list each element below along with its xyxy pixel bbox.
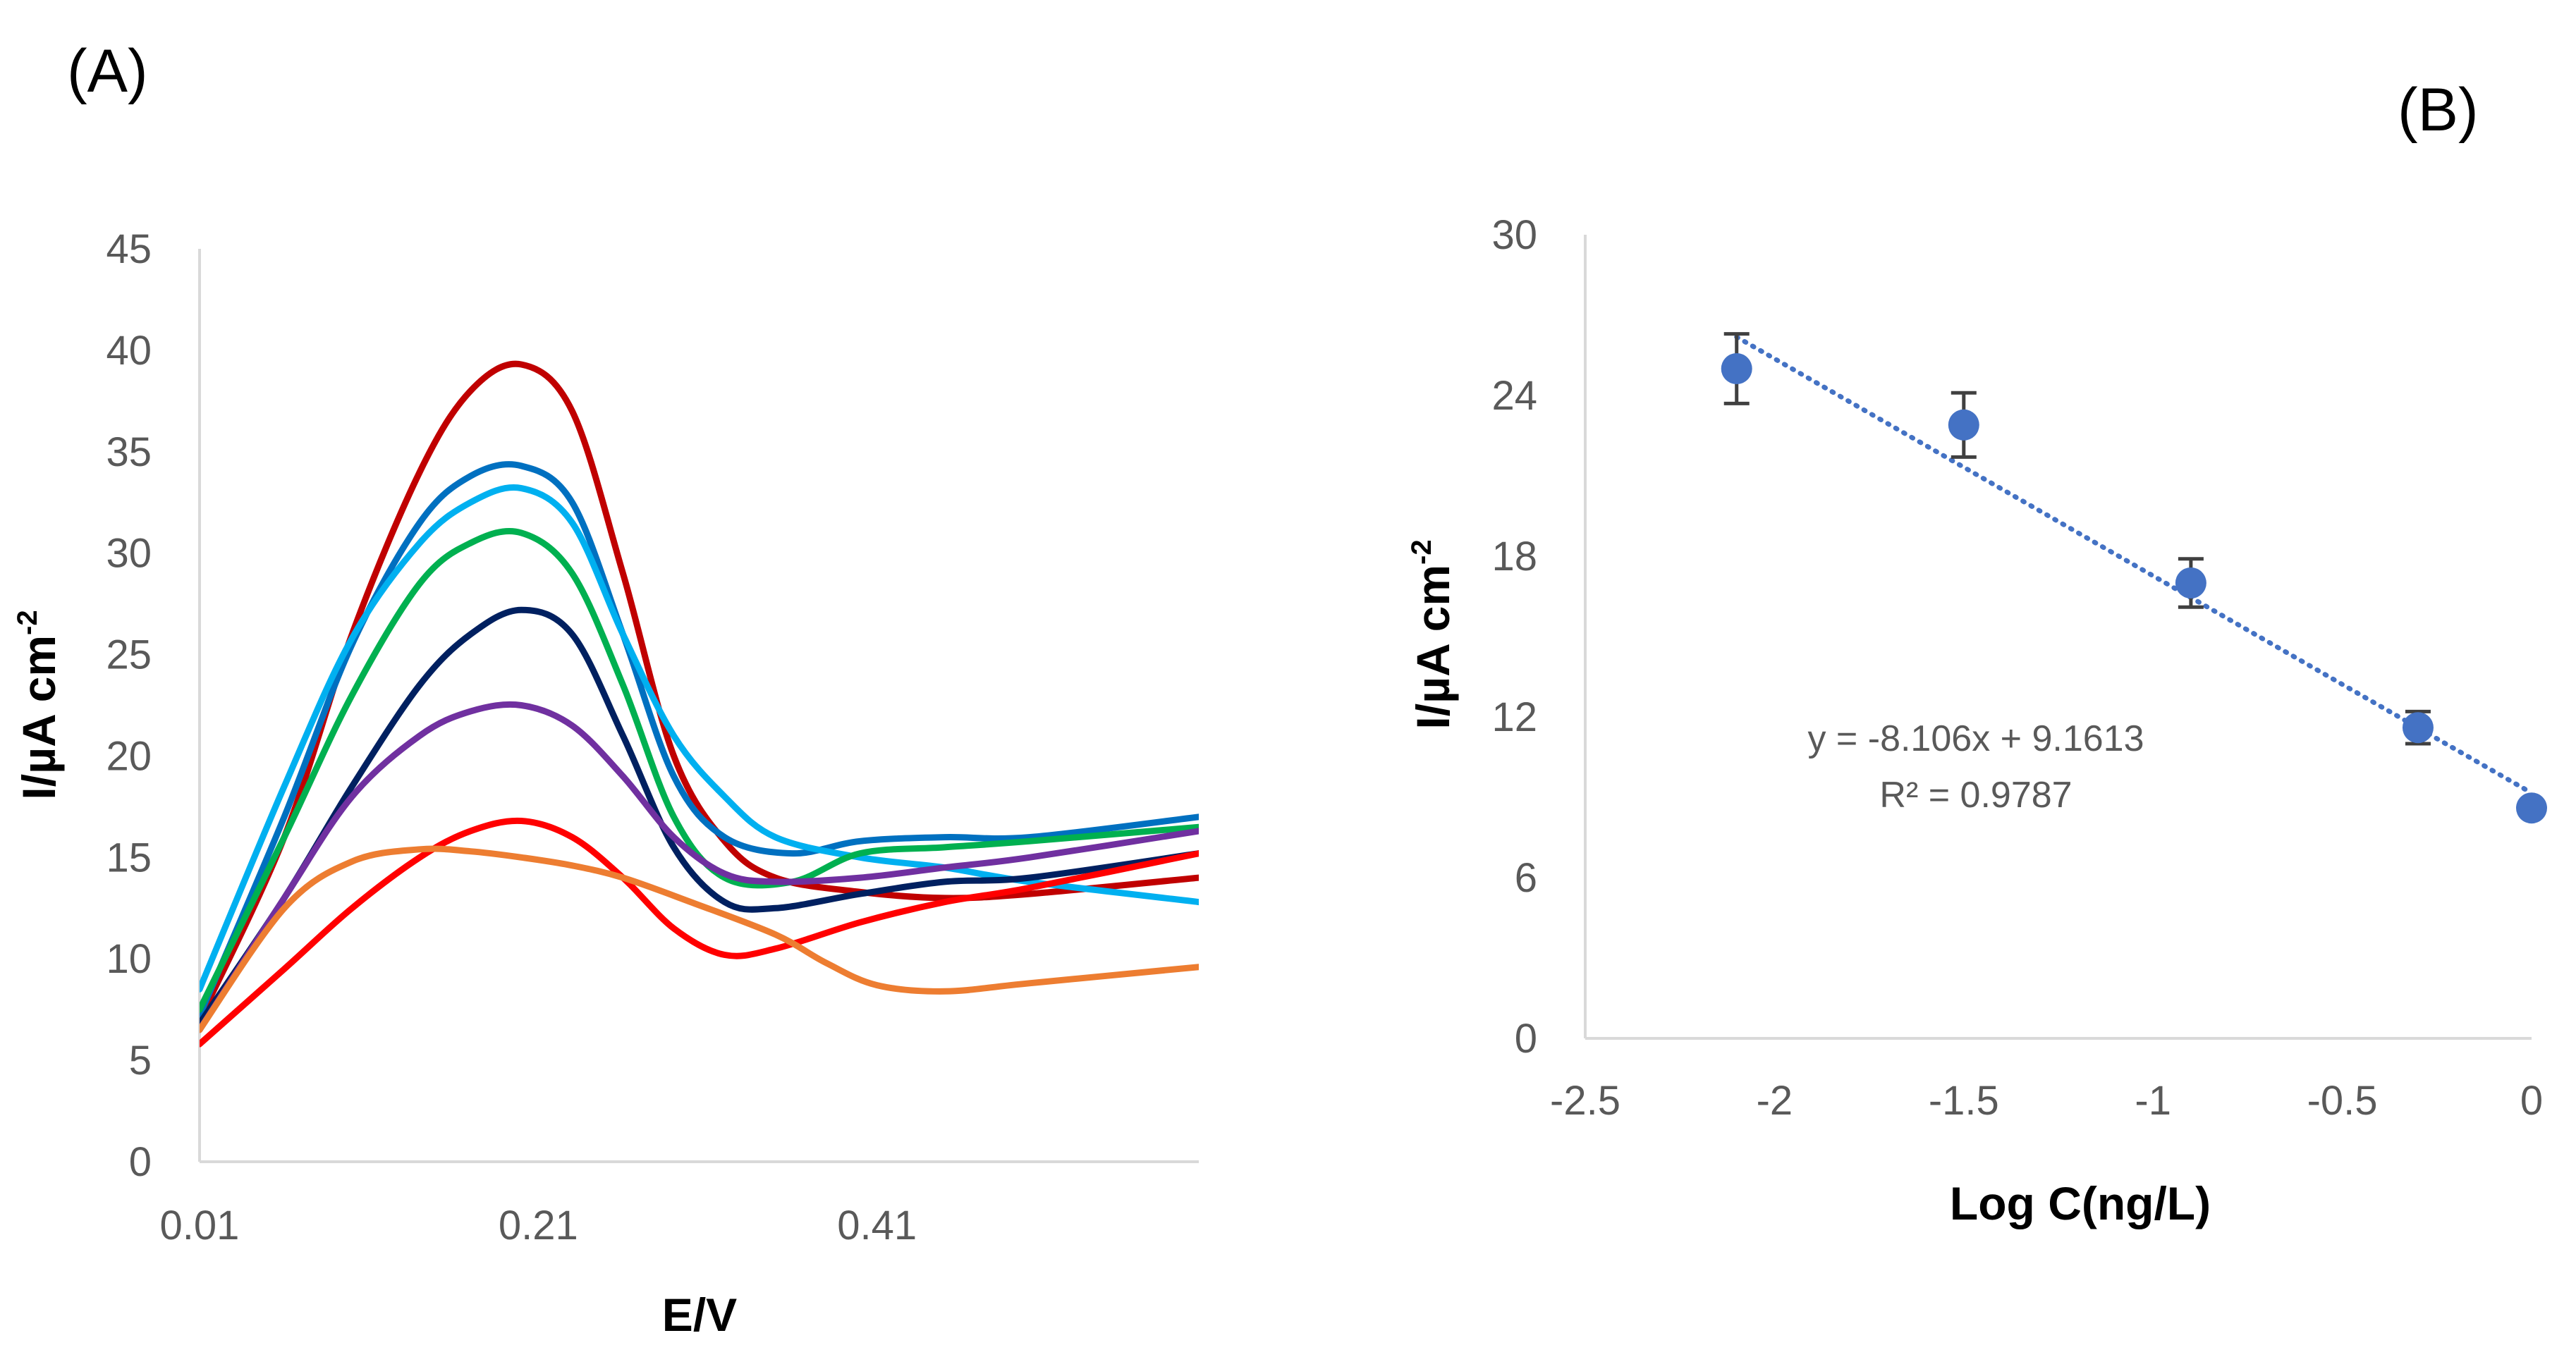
chart-b-x-tick-label: -2	[1757, 1078, 1793, 1124]
chart-b-y-ticks: 0 6 12 18 24 30	[1491, 212, 1537, 1062]
chart-b-point	[2402, 712, 2434, 744]
chart-b-points	[1721, 332, 2547, 824]
chart-b-trend-r2: R² = 0.9787	[1879, 775, 2072, 816]
chart-a-x-tick-label: 0.21	[499, 1203, 578, 1248]
chart-a-y-tick-label: 30	[106, 531, 152, 577]
chart-a-y-tick-label: 0	[129, 1139, 152, 1185]
chart-a-series-curve-7	[200, 817, 1199, 1048]
chart-b-y-axis-title-main: I/µA cm	[1407, 565, 1459, 730]
chart-a-x-tick-label: 0.01	[160, 1203, 240, 1248]
chart-a: 0 5 10 15 20 25 30 35 40 45 0.01 0.21 0.41 E/V I/µA…	[12, 226, 1199, 1341]
chart-b-trendline	[1734, 334, 2534, 796]
chart-b-x-ticks: -2.5 -2 -1.5 -1 -0.5 0	[1550, 1078, 2543, 1124]
chart-b-trendline-group	[1734, 334, 2534, 796]
chart-a-x-tick-label: 0.41	[837, 1203, 917, 1248]
chart-a-y-tick-label: 40	[106, 328, 152, 374]
chart-b-y-tick-label: 18	[1491, 534, 1537, 579]
chart-a-series-curve-4	[200, 527, 1199, 1013]
chart-a-y-ticks: 0 5 10 15 20 25 30 35 40 45	[106, 226, 152, 1185]
chart-b-x-tick-label: -0.5	[2307, 1078, 2378, 1124]
chart-a-y-tick-label: 35	[106, 429, 152, 475]
chart-b-y-tick-label: 24	[1491, 373, 1537, 419]
chart-b: 0 6 12 18 24 30 -2.5 -2 -1.5 -1 -0.5 0 y = -8.106x…	[1406, 212, 2547, 1229]
chart-b-y-tick-label: 0	[1515, 1016, 1537, 1062]
chart-a-y-tick-label: 25	[106, 632, 152, 678]
chart-b-y-tick-label: 30	[1491, 212, 1537, 258]
chart-a-x-ticks: 0.01 0.21 0.41	[160, 1203, 917, 1248]
chart-b-x-tick-label: -1	[2135, 1078, 2171, 1124]
chart-a-series-curve-5	[200, 606, 1199, 1027]
chart-b-x-tick-label: -2.5	[1550, 1078, 1620, 1124]
chart-b-y-tick-label: 12	[1491, 694, 1537, 740]
chart-a-y-tick-label: 5	[129, 1038, 152, 1083]
chart-b-point	[1948, 409, 1979, 441]
chart-a-y-axis-title: I/µA cm-2	[12, 610, 65, 799]
chart-a-y-tick-label: 15	[106, 835, 152, 880]
panel-a-label: (A)	[67, 37, 148, 105]
chart-b-point	[2175, 567, 2206, 598]
chart-a-x-axis-title: E/V	[662, 1289, 737, 1341]
chart-b-y-axis-title: I/µA cm-2	[1406, 539, 1459, 729]
chart-b-point	[1721, 353, 1752, 384]
chart-a-y-tick-label: 45	[106, 226, 152, 272]
chart-b-trend-equation: y = -8.106x + 9.1613	[1807, 718, 2144, 759]
chart-b-y-tick-label: 6	[1515, 855, 1537, 901]
chart-a-series-clip	[200, 360, 1199, 1048]
panel-b-label: (B)	[2398, 76, 2479, 144]
chart-a-y-tick-label: 20	[106, 733, 152, 779]
chart-a-series-curve-8	[200, 845, 1199, 1033]
chart-b-axes	[1584, 235, 2532, 1040]
chart-b-y-axis-title-sup: -2	[1406, 539, 1437, 565]
chart-a-series-curve-1	[200, 360, 1199, 1024]
chart-b-x-tick-label: 0	[2520, 1078, 2543, 1124]
chart-a-y-axis-title-main: I/µA cm	[13, 635, 65, 800]
chart-a-series-curve-2	[200, 461, 1199, 1019]
chart-a-y-axis-title-sup: -2	[12, 610, 43, 635]
chart-b-point	[2516, 792, 2547, 824]
chart-a-series	[200, 360, 1199, 1048]
chart-b-x-tick-label: -1.5	[1929, 1078, 1999, 1124]
chart-a-series-curve-6	[200, 701, 1199, 1033]
chart-a-y-tick-label: 10	[106, 936, 152, 982]
chart-b-x-axis-title: Log C(ng/L)	[1950, 1177, 2211, 1229]
